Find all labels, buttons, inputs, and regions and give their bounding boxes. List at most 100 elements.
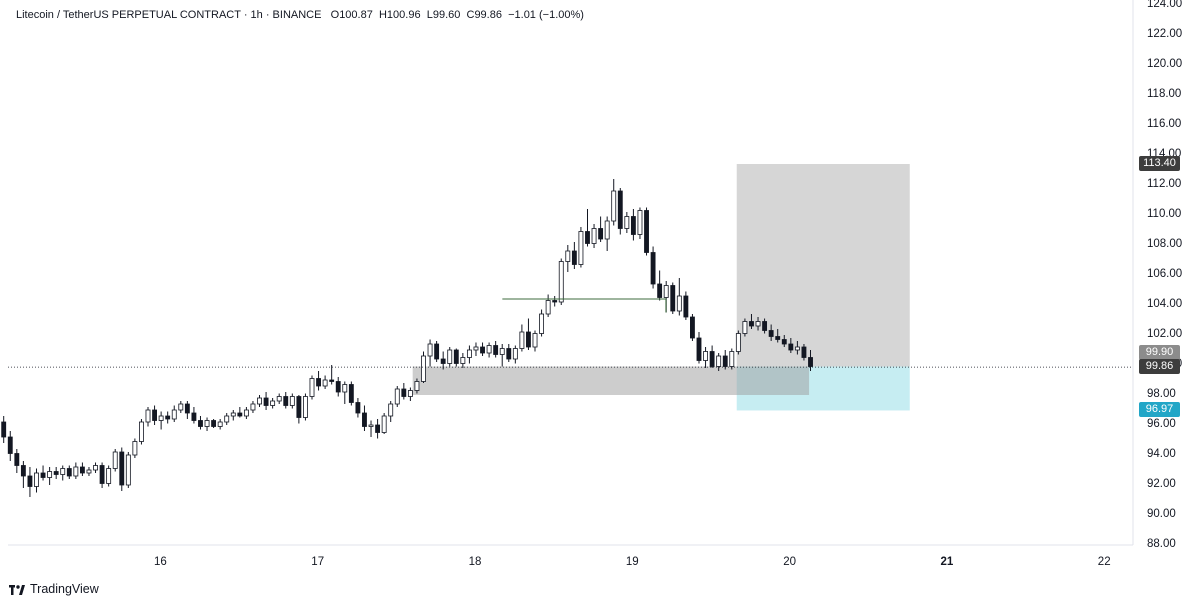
candle-body[interactable] xyxy=(421,355,426,382)
candle-body[interactable] xyxy=(480,346,485,354)
candle-body[interactable] xyxy=(407,390,413,397)
candle-body[interactable] xyxy=(427,343,433,357)
candle-body[interactable] xyxy=(644,210,649,253)
candle-body[interactable] xyxy=(552,300,558,303)
candle-body[interactable] xyxy=(690,316,695,339)
candle-body[interactable] xyxy=(165,415,171,420)
candle-body[interactable] xyxy=(158,415,164,421)
candle-body[interactable] xyxy=(132,441,138,456)
candle-body[interactable] xyxy=(460,357,466,364)
candle-body[interactable] xyxy=(755,321,761,327)
candle-body[interactable] xyxy=(545,300,551,315)
candle-body[interactable] xyxy=(79,466,85,474)
candle-body[interactable] xyxy=(493,345,499,355)
candle-body[interactable] xyxy=(775,336,781,340)
candle-body[interactable] xyxy=(381,415,387,433)
candle-body[interactable] xyxy=(184,403,190,414)
candle-body[interactable] xyxy=(316,378,321,387)
candle-body[interactable] xyxy=(355,402,361,414)
candle-body[interactable] xyxy=(519,331,525,349)
candle-body[interactable] xyxy=(526,331,531,348)
candle-body[interactable] xyxy=(709,351,715,367)
candle-body[interactable] xyxy=(296,396,302,418)
candle-body[interactable] xyxy=(237,412,243,417)
candle-body[interactable] xyxy=(7,436,13,454)
candle-body[interactable] xyxy=(781,339,787,345)
candle-body[interactable] xyxy=(447,349,453,364)
candle-body[interactable] xyxy=(289,396,295,406)
candle-body[interactable] xyxy=(152,409,157,421)
candle-body[interactable] xyxy=(571,250,577,265)
candle-body[interactable] xyxy=(735,333,741,352)
candle-body[interactable] xyxy=(394,388,400,405)
candle-body[interactable] xyxy=(276,396,282,402)
candle-body[interactable] xyxy=(224,415,230,423)
candle-body[interactable] xyxy=(696,337,702,361)
candle-body[interactable] xyxy=(250,403,256,411)
candle-body[interactable] xyxy=(630,216,636,235)
candle-body[interactable] xyxy=(414,381,420,391)
candle-body[interactable] xyxy=(637,210,643,235)
candle-body[interactable] xyxy=(86,469,92,474)
candle-body[interactable] xyxy=(434,343,440,360)
candle-body[interactable] xyxy=(204,420,210,427)
symbol-legend[interactable]: Litecoin / TetherUS PERPETUAL CONTRACT ·… xyxy=(16,9,584,21)
candle-body[interactable] xyxy=(388,403,394,417)
candle-body[interactable] xyxy=(171,409,177,420)
candle-body[interactable] xyxy=(453,349,459,364)
candle-body[interactable] xyxy=(703,351,708,361)
candle-body[interactable] xyxy=(742,321,748,334)
candle-body[interactable] xyxy=(283,396,289,406)
candle-body[interactable] xyxy=(663,285,669,298)
candle-body[interactable] xyxy=(440,358,446,364)
candle-body[interactable] xyxy=(263,397,269,406)
candle-body[interactable] xyxy=(139,421,144,442)
candle-body[interactable] xyxy=(683,295,689,318)
candle-body[interactable] xyxy=(670,285,676,312)
candle-body[interactable] xyxy=(624,216,630,229)
candle-body[interactable] xyxy=(119,451,125,486)
candle-body[interactable] xyxy=(539,313,545,334)
candle-body[interactable] xyxy=(362,412,367,427)
candle-body[interactable] xyxy=(335,381,341,393)
candle-body[interactable] xyxy=(106,468,112,484)
candle-body[interactable] xyxy=(749,321,754,327)
candle-body[interactable] xyxy=(257,397,262,405)
candle-body[interactable] xyxy=(47,471,53,478)
candle-body[interactable] xyxy=(99,465,105,484)
candle-body[interactable] xyxy=(375,424,381,433)
candle-body[interactable] xyxy=(322,379,328,387)
candle-body[interactable] xyxy=(368,424,374,427)
candle-body[interactable] xyxy=(112,451,118,469)
candle-body[interactable] xyxy=(217,421,223,427)
candle-body[interactable] xyxy=(768,330,774,337)
candle-body[interactable] xyxy=(1,421,7,438)
candle-body[interactable] xyxy=(191,412,197,421)
candle-body[interactable] xyxy=(270,400,276,406)
candle-body[interactable] xyxy=(40,472,46,478)
symbol-name[interactable]: Litecoin / TetherUS PERPETUAL CONTRACT ·… xyxy=(16,9,322,21)
candle-body[interactable] xyxy=(342,384,348,393)
candle-body[interactable] xyxy=(73,466,79,477)
candle-body[interactable] xyxy=(591,228,597,244)
candle-body[interactable] xyxy=(243,409,249,417)
candle-body[interactable] xyxy=(60,468,66,475)
candle-body[interactable] xyxy=(617,190,623,229)
candle-body[interactable] xyxy=(230,412,236,417)
candle-body[interactable] xyxy=(66,468,72,477)
candle-body[interactable] xyxy=(486,345,492,354)
candle-body[interactable] xyxy=(145,409,151,423)
candle-body[interactable] xyxy=(558,261,564,303)
neckline[interactable] xyxy=(502,298,667,313)
candle-body[interactable] xyxy=(604,220,610,240)
candle-body[interactable] xyxy=(53,471,59,475)
candle-body[interactable] xyxy=(788,343,794,351)
candle-body[interactable] xyxy=(309,378,315,397)
candle-body[interactable] xyxy=(499,348,505,355)
tradingview-brand[interactable]: TradingView xyxy=(9,582,99,596)
candle-body[interactable] xyxy=(348,384,354,403)
candle-body[interactable] xyxy=(34,472,39,487)
candle-body[interactable] xyxy=(650,252,656,285)
candle-body[interactable] xyxy=(178,403,184,411)
